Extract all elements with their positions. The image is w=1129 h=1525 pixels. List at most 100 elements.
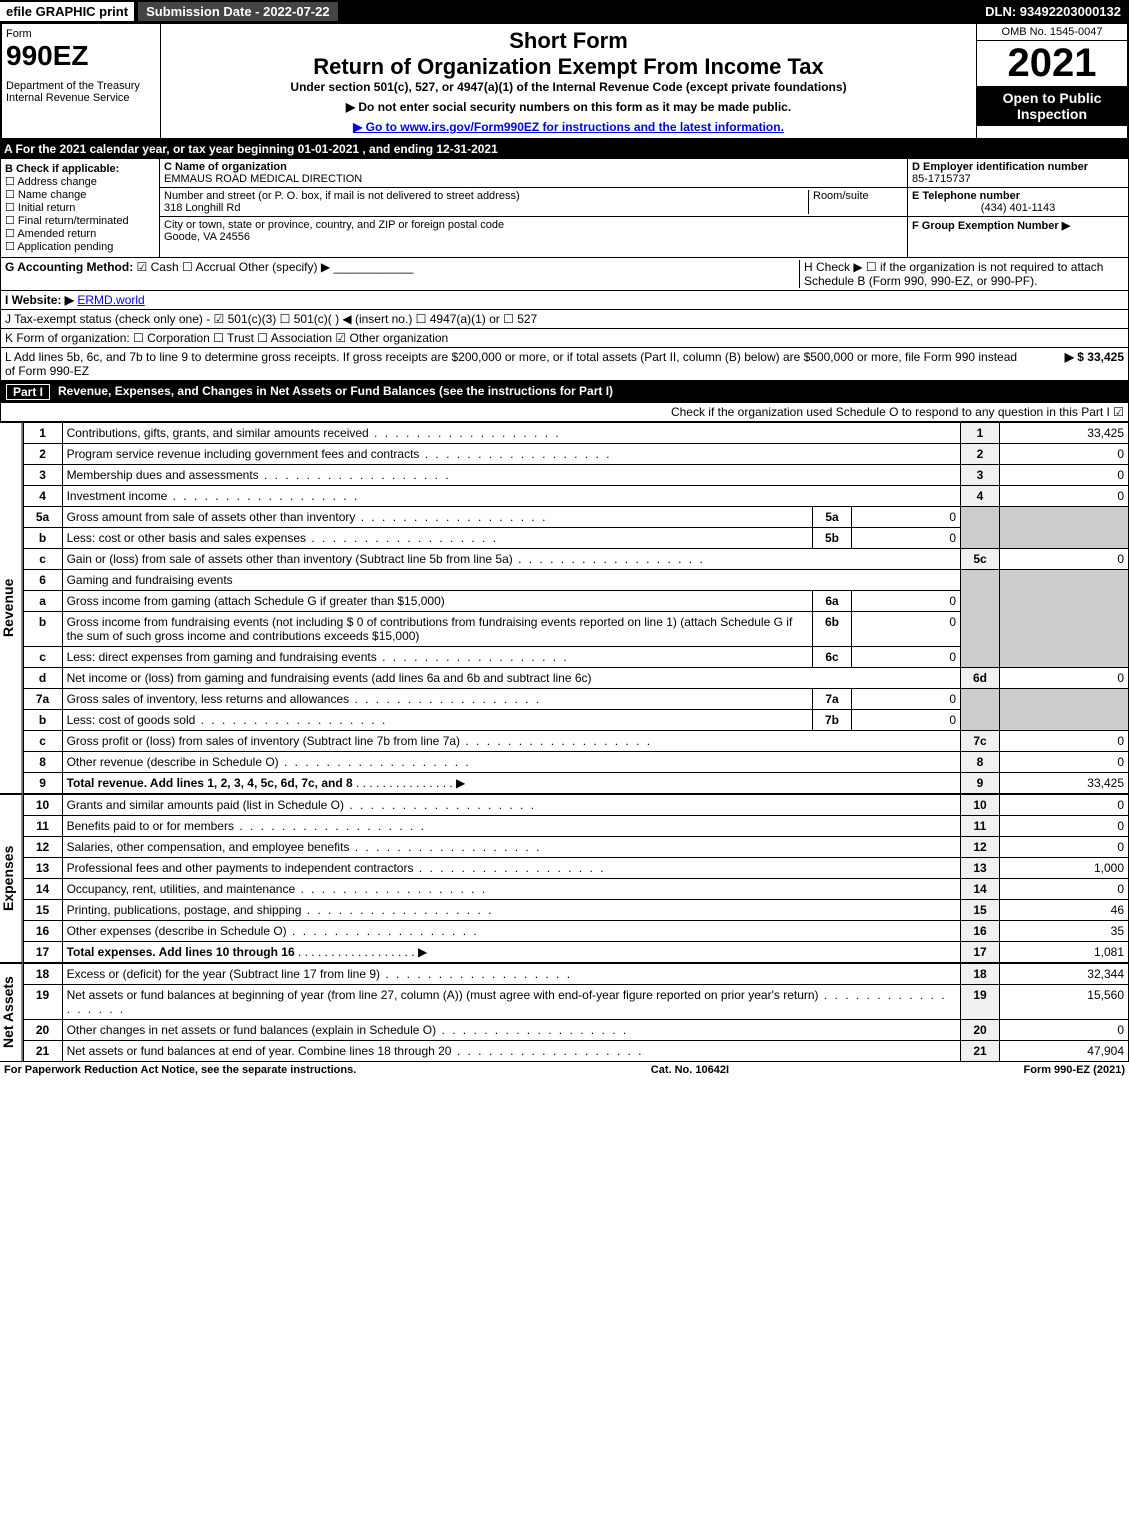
chk-amended[interactable]: Amended return [5, 227, 155, 240]
l-amt: ▶ $ 33,425 [1024, 350, 1124, 378]
revenue-section: Revenue 1Contributions, gifts, grants, a… [0, 422, 1129, 794]
note-ssn: ▶ Do not enter social security numbers o… [165, 100, 972, 114]
form-number: 990EZ [6, 40, 156, 72]
h-block: H Check ▶ ☐ if the organization is not r… [799, 260, 1124, 288]
c-street-row: Number and street (or P. O. box, if mail… [160, 188, 907, 217]
dln: DLN: 93492203000132 [985, 4, 1129, 19]
table-row: 20Other changes in net assets or fund ba… [23, 1020, 1128, 1041]
omb: OMB No. 1545-0047 [977, 24, 1127, 41]
k-text: K Form of organization: ☐ Corporation ☐ … [5, 331, 448, 345]
table-row: cGross profit or (loss) from sales of in… [23, 731, 1128, 752]
j-row: J Tax-exempt status (check only one) - ☑… [0, 310, 1129, 329]
part1-tag: Part I [6, 384, 50, 400]
g-accrual[interactable]: Accrual [182, 260, 235, 274]
c-name-label: C Name of organization [164, 161, 903, 173]
col-d: D Employer identification number 85-1715… [907, 159, 1128, 257]
col-c: C Name of organization EMMAUS ROAD MEDIC… [160, 159, 907, 257]
table-row: 15Printing, publications, postage, and s… [23, 900, 1128, 921]
chk-final[interactable]: Final return/terminated [5, 214, 155, 227]
table-row: 6Gaming and fundraising events [23, 570, 1128, 591]
g-block: G Accounting Method: Cash Accrual Other … [5, 260, 799, 288]
g-label: G Accounting Method: [5, 260, 133, 274]
room-label: Room/suite [808, 190, 903, 214]
revenue-vlabel: Revenue [0, 422, 23, 794]
efile-label[interactable]: efile GRAPHIC print [0, 2, 134, 21]
form-header: Form 990EZ Department of the Treasury In… [0, 22, 1129, 140]
chk-name[interactable]: Name change [5, 188, 155, 201]
table-row: 14Occupancy, rent, utilities, and mainte… [23, 879, 1128, 900]
irs-link[interactable]: ▶ Go to www.irs.gov/Form990EZ for instru… [353, 120, 784, 134]
part1-sub: Check if the organization used Schedule … [0, 403, 1129, 422]
section-a: A For the 2021 calendar year, or tax yea… [0, 140, 1129, 158]
c-city-row: City or town, state or province, country… [160, 217, 907, 245]
table-row: 9Total revenue. Add lines 1, 2, 3, 4, 5c… [23, 773, 1128, 794]
table-row: 2Program service revenue including gover… [23, 444, 1128, 465]
street: 318 Longhill Rd [164, 202, 808, 214]
f-group-row: F Group Exemption Number ▶ [908, 217, 1128, 234]
part1-header: Part I Revenue, Expenses, and Changes in… [0, 381, 1129, 403]
header-center: Short Form Return of Organization Exempt… [161, 24, 976, 138]
form-label: Form [6, 28, 156, 40]
tel-label: E Telephone number [912, 190, 1124, 202]
col-b: B Check if applicable: Address change Na… [1, 159, 160, 257]
k-row: K Form of organization: ☐ Corporation ☐ … [0, 329, 1129, 348]
header-left: Form 990EZ Department of the Treasury In… [2, 24, 161, 138]
i-row: I Website: ▶ ERMD.world [0, 291, 1129, 310]
main-title: Return of Organization Exempt From Incom… [165, 54, 972, 80]
chk-pending[interactable]: Application pending [5, 240, 155, 253]
table-row: 19Net assets or fund balances at beginni… [23, 985, 1128, 1020]
line17-desc: Total expenses. Add lines 10 through 16 [67, 945, 295, 959]
top-bar: efile GRAPHIC print Submission Date - 20… [0, 0, 1129, 22]
chk-initial[interactable]: Initial return [5, 201, 155, 214]
b-label: B Check if applicable: [5, 163, 155, 175]
irs-label: Internal Revenue Service [6, 92, 156, 104]
part1-sub-text: Check if the organization used Schedule … [671, 405, 1110, 419]
g-other: Other (specify) ▶ [239, 260, 330, 274]
netassets-vlabel: Net Assets [0, 963, 23, 1062]
table-row: 3Membership dues and assessments30 [23, 465, 1128, 486]
note-link: ▶ Go to www.irs.gov/Form990EZ for instru… [165, 120, 972, 134]
netassets-section: Net Assets 18Excess or (deficit) for the… [0, 963, 1129, 1062]
g-h-row: G Accounting Method: Cash Accrual Other … [0, 258, 1129, 291]
table-row: 21Net assets or fund balances at end of … [23, 1041, 1128, 1062]
l-text: L Add lines 5b, 6c, and 7b to line 9 to … [5, 350, 1024, 378]
tax-year: 2021 [977, 41, 1127, 86]
submission-date: Submission Date - 2022-07-22 [138, 2, 338, 21]
info-grid: B Check if applicable: Address change Na… [0, 158, 1129, 258]
d-ein-row: D Employer identification number 85-1715… [908, 159, 1128, 188]
part1-schedO-check[interactable] [1113, 405, 1124, 419]
open-inspection: Open to Public Inspection [977, 86, 1127, 126]
website-link[interactable]: ERMD.world [77, 293, 144, 307]
ein-label: D Employer identification number [912, 161, 1124, 173]
footer-mid: Cat. No. 10642I [651, 1064, 729, 1076]
c-name-row: C Name of organization EMMAUS ROAD MEDIC… [160, 159, 907, 188]
table-row: 7aGross sales of inventory, less returns… [23, 689, 1128, 710]
footer-left: For Paperwork Reduction Act Notice, see … [4, 1064, 356, 1076]
table-row: 17Total expenses. Add lines 10 through 1… [23, 942, 1128, 963]
footer-right: Form 990-EZ (2021) [1024, 1064, 1125, 1076]
table-row: 8Other revenue (describe in Schedule O)8… [23, 752, 1128, 773]
tel: (434) 401-1143 [912, 202, 1124, 214]
page-footer: For Paperwork Reduction Act Notice, see … [0, 1062, 1129, 1078]
org-name: EMMAUS ROAD MEDICAL DIRECTION [164, 173, 903, 185]
ein: 85-1715737 [912, 173, 1124, 185]
table-row: 10Grants and similar amounts paid (list … [23, 795, 1128, 816]
expenses-vlabel: Expenses [0, 794, 23, 963]
l-row: L Add lines 5b, 6c, and 7b to line 9 to … [0, 348, 1129, 381]
table-row: 5aGross amount from sale of assets other… [23, 507, 1128, 528]
chk-address[interactable]: Address change [5, 175, 155, 188]
dept-label: Department of the Treasury [6, 80, 156, 92]
netassets-table: 18Excess or (deficit) for the year (Subt… [23, 963, 1129, 1062]
table-row: cGain or (loss) from sale of assets othe… [23, 549, 1128, 570]
table-row: 12Salaries, other compensation, and empl… [23, 837, 1128, 858]
table-row: 11Benefits paid to or for members110 [23, 816, 1128, 837]
i-label: I Website: ▶ [5, 293, 74, 307]
table-row: 4Investment income40 [23, 486, 1128, 507]
group-label: F Group Exemption Number ▶ [912, 220, 1070, 232]
part1-title: Revenue, Expenses, and Changes in Net As… [58, 384, 613, 400]
expenses-section: Expenses 10Grants and similar amounts pa… [0, 794, 1129, 963]
short-form-title: Short Form [165, 28, 972, 54]
g-cash[interactable]: Cash [137, 260, 179, 274]
expenses-table: 10Grants and similar amounts paid (list … [23, 794, 1129, 963]
table-row: dNet income or (loss) from gaming and fu… [23, 668, 1128, 689]
